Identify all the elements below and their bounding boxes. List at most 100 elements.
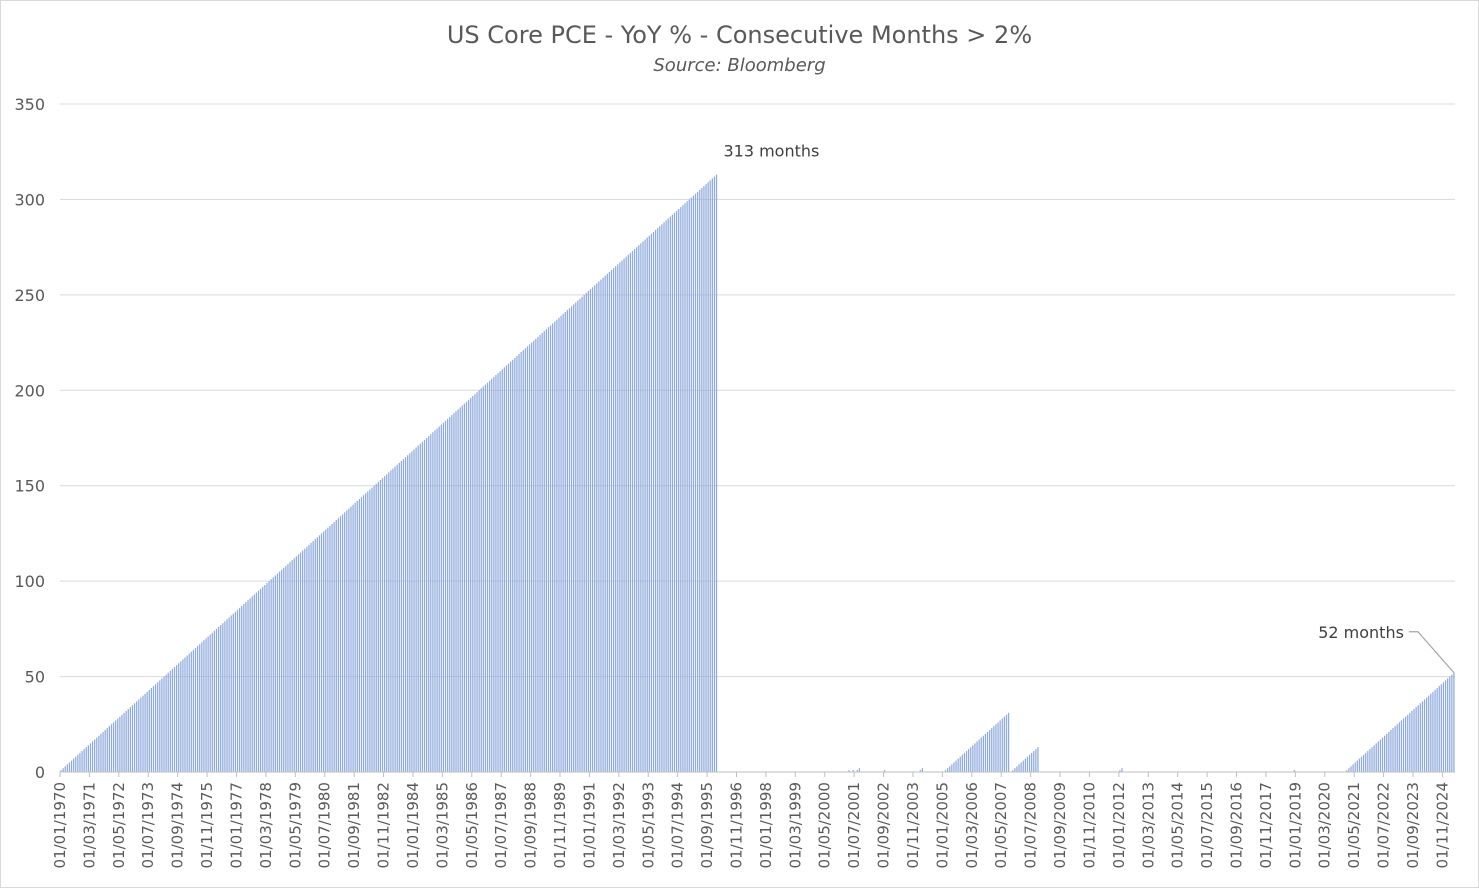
bar	[629, 252, 632, 772]
bar	[1438, 686, 1440, 772]
bar	[600, 279, 602, 772]
x-tick-label: 01/01/2012	[1110, 782, 1128, 868]
bar	[1001, 718, 1003, 772]
bar	[1354, 762, 1356, 772]
bar	[411, 451, 413, 772]
bar	[360, 497, 363, 772]
bar	[1026, 756, 1029, 772]
bar	[1024, 758, 1026, 772]
bar	[518, 354, 520, 772]
bar	[556, 319, 558, 772]
bar	[959, 756, 961, 772]
bar	[329, 525, 331, 772]
bar	[434, 430, 436, 772]
bar	[392, 468, 394, 772]
bar	[640, 243, 642, 772]
bar	[1007, 712, 1010, 772]
x-tick-label: 01/07/2001	[845, 782, 863, 868]
bar	[356, 500, 358, 772]
bar	[302, 550, 304, 772]
bar	[260, 588, 262, 772]
bar	[1293, 770, 1295, 772]
bar	[91, 741, 94, 772]
bar	[528, 344, 531, 772]
bar	[104, 730, 106, 772]
bar	[148, 689, 150, 772]
x-tick-label: 01/01/2019	[1286, 782, 1304, 868]
bar	[419, 443, 421, 772]
bar	[383, 476, 386, 772]
bar	[407, 455, 409, 772]
bar	[358, 499, 361, 772]
bar	[87, 745, 89, 772]
bar	[606, 273, 608, 772]
bar	[243, 604, 245, 772]
bar	[673, 212, 676, 773]
bar	[510, 361, 512, 772]
bar	[1022, 760, 1024, 772]
bar	[184, 657, 186, 772]
bar	[465, 401, 468, 772]
bar	[230, 615, 232, 772]
bar	[213, 630, 216, 772]
bar	[333, 521, 335, 772]
bar	[711, 178, 713, 772]
bar	[312, 541, 314, 772]
bar	[425, 438, 428, 772]
bar	[1365, 752, 1367, 772]
bar	[175, 665, 178, 772]
bar	[352, 504, 354, 772]
bar	[89, 743, 92, 772]
bar	[64, 766, 66, 772]
bar	[1419, 703, 1421, 772]
bar	[715, 174, 718, 772]
bar	[1430, 693, 1432, 772]
x-tick-label: 01/11/2003	[904, 782, 922, 868]
bar	[594, 285, 596, 772]
annotation-52-months: 52 months	[1318, 623, 1404, 642]
x-tick-label: 01/01/1970	[51, 782, 69, 868]
bar	[505, 365, 508, 772]
bar	[299, 552, 302, 772]
bar	[955, 760, 957, 772]
bar	[615, 266, 617, 772]
y-tick-label: 350	[14, 95, 45, 114]
bar	[480, 388, 482, 772]
bar	[1413, 709, 1415, 772]
bar	[224, 621, 226, 772]
bar	[491, 378, 493, 772]
bar	[501, 369, 503, 772]
y-tick-label: 250	[14, 286, 45, 305]
x-tick-label: 01/03/2020	[1316, 782, 1334, 868]
bar	[852, 770, 854, 772]
bar	[631, 250, 634, 772]
bar	[110, 724, 113, 772]
bar	[543, 331, 545, 772]
bar	[377, 481, 379, 772]
bar	[520, 352, 522, 772]
annotation-313-months: 313 months	[723, 142, 819, 161]
bar	[159, 680, 161, 772]
bar	[541, 333, 543, 772]
bar	[436, 428, 438, 772]
bar	[667, 218, 669, 772]
bar	[257, 590, 260, 772]
bar	[1451, 674, 1453, 772]
bar	[390, 470, 392, 772]
bar	[209, 634, 211, 772]
bar	[524, 348, 526, 772]
x-tick-label: 01/05/2007	[992, 782, 1010, 868]
x-tick-label: 01/01/1977	[227, 782, 245, 868]
bar	[1362, 754, 1365, 772]
bar	[274, 575, 276, 772]
bar	[621, 260, 623, 772]
bar	[1407, 714, 1409, 772]
bar	[636, 247, 638, 772]
bar	[1035, 749, 1037, 772]
bar	[575, 302, 577, 772]
bar	[125, 710, 127, 772]
bar	[281, 569, 283, 772]
bar	[251, 596, 253, 772]
bar	[70, 760, 73, 772]
x-tick-label: 01/03/2013	[1139, 782, 1157, 868]
